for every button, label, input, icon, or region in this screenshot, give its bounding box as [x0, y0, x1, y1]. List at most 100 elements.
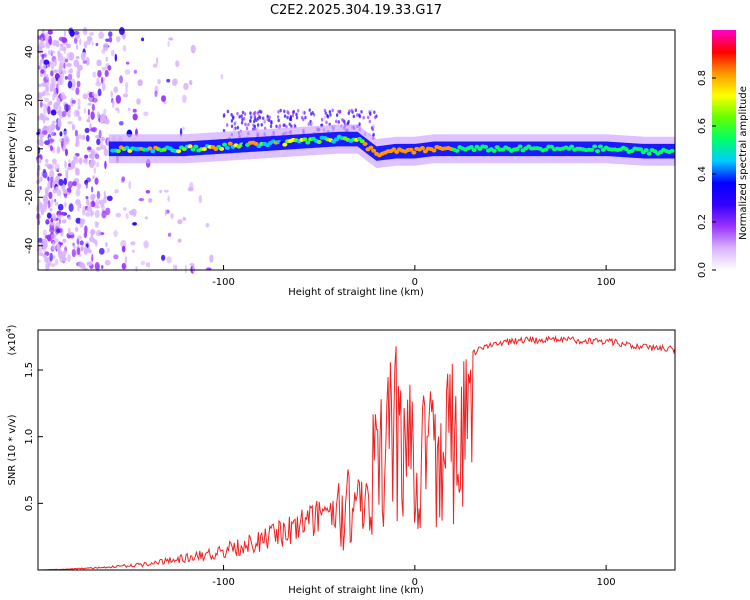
spectrogram-speckle — [82, 210, 85, 216]
spectrogram-speckle — [337, 109, 340, 114]
spectrogram-speckle — [83, 107, 86, 114]
spectrogram-speckle — [47, 105, 51, 115]
ridge-blob — [454, 148, 460, 153]
spectrogram-speckle — [53, 101, 59, 111]
spectrogram-speckle — [133, 69, 138, 74]
spectrogram-speckle — [226, 109, 230, 114]
spectrogram-speckle — [78, 116, 82, 121]
spectrogram-speckle — [80, 244, 84, 252]
spectrogram-speckle — [69, 30, 75, 37]
spectrogram-speckle — [110, 49, 115, 57]
ridge-blob — [362, 141, 368, 146]
spectrogram-speckle — [369, 112, 372, 116]
ridge-blob — [514, 147, 520, 152]
spectrogram-speckle — [122, 45, 127, 52]
spectrogram-speckle — [167, 40, 170, 48]
colorbar-tick-label: 0.2 — [697, 214, 708, 230]
spectrogram-speckle — [49, 208, 53, 212]
spectrogram-speckle — [40, 69, 45, 74]
spectrogram-speckle — [108, 31, 113, 38]
spectrogram-speckle — [49, 127, 55, 137]
spectrogram-speckle — [71, 99, 76, 104]
spectrogram-speckle — [63, 130, 68, 135]
spectrogram-speckle — [132, 108, 137, 113]
y-tick-label: 20 — [24, 94, 35, 107]
spectrogram-speckle — [177, 219, 183, 225]
spectrogram-speckle — [86, 261, 93, 267]
snr-y-label: SNR (10 * v/v) — [7, 414, 18, 485]
spectrogram-speckle — [36, 204, 42, 213]
spectrogram-speckle — [164, 189, 169, 193]
ridge-band — [108, 131, 676, 161]
spectrogram-speckle — [95, 222, 100, 226]
spectrogram-speckle — [48, 49, 51, 56]
colorbar-label: Normalized spectral amplitude — [738, 86, 749, 240]
spectrogram-speckle — [66, 187, 72, 194]
spectrogram-speckle — [152, 63, 158, 68]
spectrogram-speckle — [115, 107, 119, 111]
spectrogram-speckle — [67, 231, 74, 236]
spectrogram-speckle — [308, 108, 311, 112]
spectrogram-speckle — [346, 121, 350, 126]
spectrogram-speckle — [64, 169, 69, 174]
spectrogram-speckle — [62, 95, 67, 100]
spectrogram-speckle — [75, 44, 79, 50]
spectrogram-speckle — [310, 121, 314, 125]
spectrogram-speckle — [42, 114, 47, 121]
spectrogram-speckle — [276, 115, 280, 119]
spectrogram-speckle — [256, 111, 260, 115]
spectrogram-speckle — [86, 39, 91, 46]
colorbar-gradient — [712, 30, 736, 270]
spectrogram-speckle — [71, 248, 77, 258]
spectrogram-speckle — [49, 222, 56, 226]
spectrogram-speckle — [66, 166, 73, 171]
spectrogram-speckle — [231, 116, 235, 120]
snr-x-ticks: -100 0 100 — [212, 565, 616, 588]
spectrogram-speckle — [59, 77, 64, 86]
ridge-blob — [394, 149, 400, 154]
spectrogram-speckle — [79, 203, 82, 209]
spectrogram-speckle — [49, 169, 55, 179]
ridge-blob — [592, 144, 598, 149]
y-tick-label: 0.5 — [24, 495, 35, 511]
spectrogram-speckle — [74, 167, 78, 172]
spectrogram-speckle — [240, 114, 243, 118]
spectrogram-speckle — [251, 113, 254, 117]
ridge-blob — [391, 147, 397, 152]
spectrogram-speckle — [304, 115, 307, 120]
spectrogram-speckle — [113, 230, 118, 238]
spectrogram-speckle — [100, 113, 106, 123]
spectrogram-speckle — [41, 28, 45, 34]
spectrogram-speckle — [277, 118, 280, 123]
spectrogram-speckle — [96, 146, 102, 151]
ridge-blob — [193, 144, 199, 149]
spectrogram-speckle — [61, 256, 67, 262]
spectrogram-speckle — [157, 78, 161, 85]
spectrogram-speckle — [238, 114, 241, 119]
spectrogram-speckle — [124, 69, 131, 75]
spectrogram-speckle — [41, 241, 48, 250]
spectrogram-speckle — [92, 71, 97, 78]
spectrogram-x-label: Height of straight line (km) — [288, 287, 424, 298]
spectrogram-speckle — [97, 88, 102, 97]
spectrogram-speckle — [56, 83, 59, 92]
spectrogram-speckle — [90, 193, 95, 201]
spectrogram-speckle — [36, 157, 42, 164]
spectrogram-speckle — [65, 171, 69, 180]
spectrogram-speckle — [245, 126, 249, 131]
ridge-blob — [176, 149, 182, 154]
spectrogram-speckle — [51, 158, 57, 165]
ridge-blob — [589, 147, 595, 152]
spectrogram-speckle — [103, 42, 109, 51]
spectrogram-speckle — [147, 262, 151, 268]
spectrogram-speckle — [54, 201, 59, 206]
spectrogram-speckle — [94, 153, 100, 160]
spectrogram-speckle — [132, 249, 135, 254]
x-tick-label: -100 — [212, 277, 235, 288]
spectrogram-speckle — [100, 76, 104, 84]
spectrogram-speckle — [329, 113, 332, 117]
spectrogram-speckle — [283, 109, 286, 114]
spectrogram-speckle — [120, 239, 127, 249]
spectrogram-speckle — [68, 203, 74, 212]
spectrogram-speckle — [68, 216, 72, 220]
